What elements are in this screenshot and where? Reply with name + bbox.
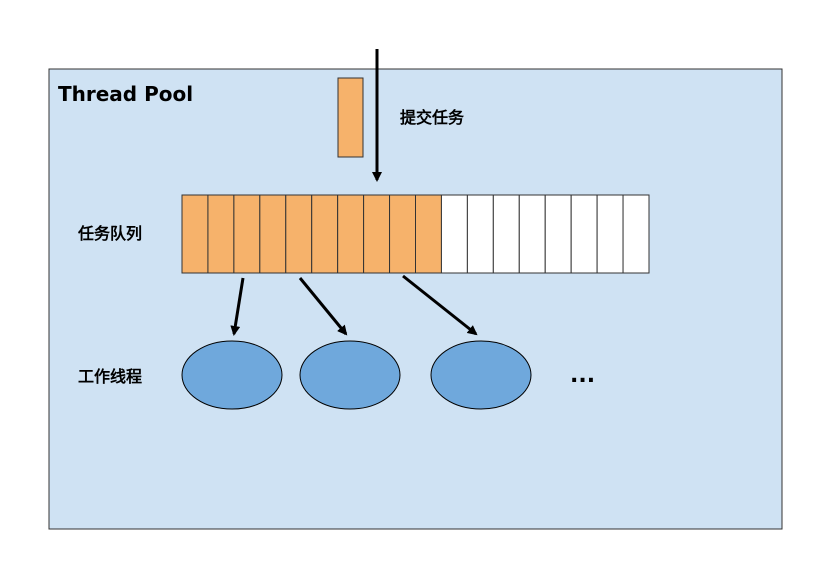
queue-slot-empty xyxy=(518,194,546,274)
queue-slot-empty xyxy=(440,194,468,274)
submit-task-label: 提交任务 xyxy=(400,108,465,127)
queue-slot-empty xyxy=(596,194,624,274)
more-workers-ellipsis: ... xyxy=(570,363,595,388)
queue-slot-filled xyxy=(285,194,313,274)
dispatch-arrow-3 xyxy=(402,274,478,336)
worker-thread-node xyxy=(181,340,283,410)
task-queue-label: 任务队列 xyxy=(77,224,142,243)
queue-slot-filled xyxy=(337,194,365,274)
queue-slot-empty xyxy=(544,194,572,274)
worker-threads xyxy=(181,340,532,410)
queue-slot-empty xyxy=(466,194,494,274)
thread-pool-container xyxy=(48,68,783,530)
queue-slot-filled xyxy=(389,194,416,274)
dispatch-arrow-2 xyxy=(298,277,348,336)
queue-slot-filled xyxy=(311,194,339,274)
submitted-task-block xyxy=(337,77,364,158)
queue-slot-filled xyxy=(363,194,391,274)
queue-slot-filled xyxy=(233,194,261,274)
task-queue xyxy=(181,194,650,274)
dispatch-arrow-1 xyxy=(230,277,245,336)
thread-pool-title: Thread Pool xyxy=(58,82,193,106)
worker-thread-node xyxy=(430,340,532,410)
queue-slot-empty xyxy=(570,194,598,274)
queue-slot-filled xyxy=(259,194,287,274)
queue-slot-empty xyxy=(492,194,520,274)
queue-slot-filled xyxy=(415,194,442,274)
queue-slot-filled xyxy=(207,194,235,274)
queue-slot-filled xyxy=(181,194,209,274)
worker-thread-node xyxy=(299,340,401,410)
worker-threads-label: 工作线程 xyxy=(78,367,142,386)
queue-slot-empty xyxy=(622,194,650,274)
